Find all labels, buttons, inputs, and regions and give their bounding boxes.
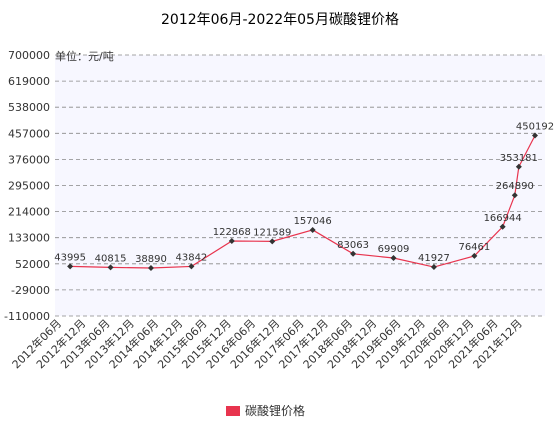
marker [228, 237, 235, 244]
data-label: 40815 [95, 253, 127, 264]
marker [350, 250, 357, 257]
y-tick-label: 700000 [8, 49, 50, 62]
data-label: 121589 [253, 227, 291, 238]
y-tick-label: 538000 [8, 101, 50, 114]
y-tick-label: 619000 [8, 75, 50, 88]
legend-swatch [226, 406, 240, 416]
data-label: 157046 [294, 216, 332, 227]
y-tick-label: 52000 [15, 258, 50, 271]
marker [188, 263, 195, 270]
y-tick-label: -29000 [11, 284, 50, 297]
chart-title: 2012年06月-2022年05月碳酸锂价格 [161, 12, 399, 28]
data-label: 122868 [213, 227, 251, 238]
data-label: 43995 [54, 252, 86, 263]
marker [499, 223, 506, 230]
data-label: 41927 [418, 253, 450, 264]
marker [269, 238, 276, 245]
marker [309, 226, 316, 233]
data-label: 353181 [500, 153, 538, 164]
y-tick-label: -110000 [4, 310, 50, 323]
data-label: 76461 [458, 242, 490, 253]
data-label: 450192 [516, 121, 554, 132]
marker [471, 252, 478, 259]
data-label: 83063 [337, 240, 369, 251]
y-tick-label: 214000 [8, 206, 50, 219]
marker [390, 255, 397, 262]
marker [107, 264, 114, 271]
data-label: 43842 [175, 252, 207, 263]
y-tick-label: 133000 [8, 232, 50, 245]
marker [515, 163, 522, 170]
data-label: 264890 [496, 181, 534, 192]
data-label: 38890 [135, 254, 167, 265]
marker [511, 192, 518, 199]
marker [67, 263, 74, 270]
data-label: 166944 [484, 213, 522, 224]
marker [430, 264, 437, 271]
y-tick-label: 295000 [8, 180, 50, 193]
marker [532, 132, 538, 139]
y-tick-label: 457000 [8, 127, 50, 140]
legend-label: 碳酸锂价格 [245, 403, 305, 418]
y-tick-label: 376000 [8, 153, 50, 166]
marker [147, 265, 154, 272]
data-label: 69909 [378, 244, 410, 255]
unit-label: 单位：元/吨 [55, 49, 114, 63]
